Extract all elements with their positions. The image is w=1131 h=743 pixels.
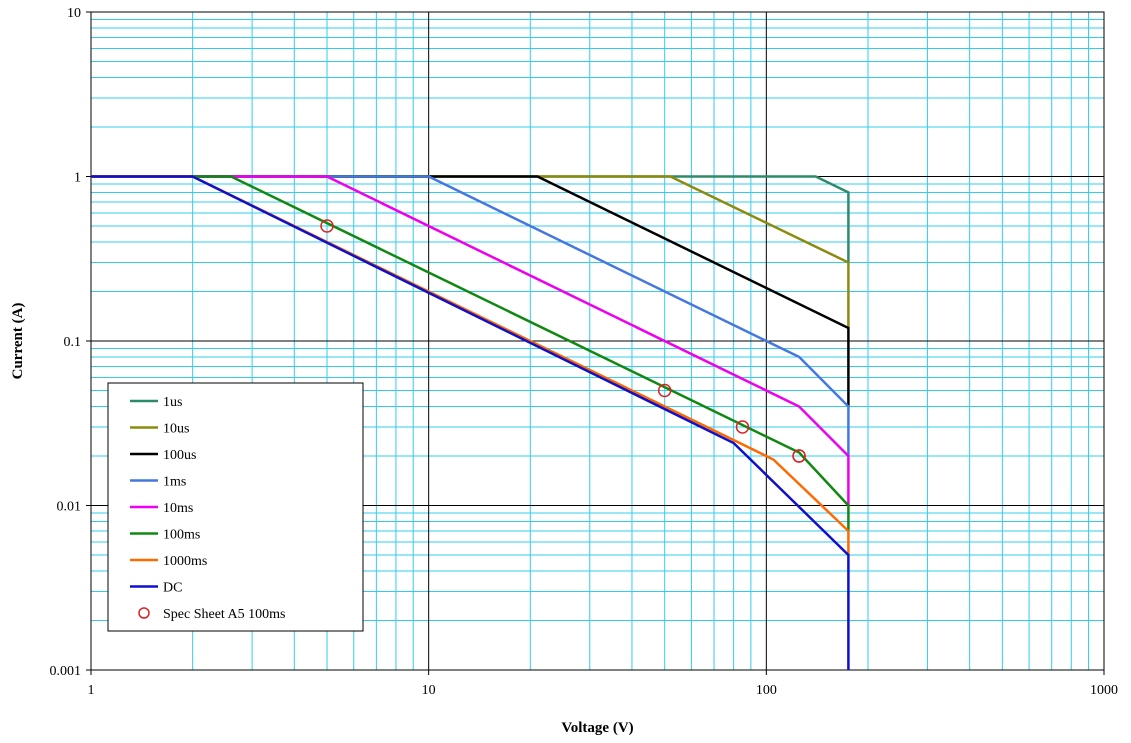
y-tick-label: 0.1 [64, 335, 82, 350]
legend: 1us 10us 100us 1ms 10ms 100ms 1000ms DC Spec She… [107, 382, 364, 632]
legend-entry: DC [130, 581, 182, 596]
legend-label: 1us [163, 395, 182, 410]
x-axis-ticks: 1 10 100 1000 [88, 670, 1118, 698]
legend-entry: 10ms [130, 501, 193, 516]
legend-label: 100us [163, 448, 196, 463]
y-tick-label: 1 [74, 171, 81, 186]
x-axis-title: Voltage (V) [561, 720, 633, 736]
data-point-marker [320, 219, 334, 233]
legend-label: 1000ms [163, 554, 207, 569]
y-tick-label: 0.01 [57, 500, 82, 515]
legend-items: 1us 10us 100us 1ms 10ms 100ms 1000ms DC Spec She… [130, 395, 286, 622]
legend-entry: 1000ms [130, 554, 207, 569]
x-tick-label: 1 [88, 683, 95, 698]
legend-label: 100ms [163, 528, 200, 543]
y-axis-title: Current (A) [10, 303, 26, 380]
legend-entry: 100ms [130, 528, 200, 543]
legend-swatch-marker [138, 607, 150, 619]
legend-entry: 1us [130, 395, 182, 410]
x-tick-label: 100 [756, 683, 777, 698]
y-axis-ticks: 0.001 0.01 0.1 1 10 [50, 6, 91, 679]
y-tick-label: 10 [67, 6, 81, 21]
legend-label: 10us [163, 422, 189, 437]
legend-label: DC [163, 581, 182, 596]
x-tick-label: 10 [422, 683, 436, 698]
legend-entry: 1ms [130, 475, 186, 490]
data-point-marker [792, 449, 806, 463]
legend-label: 1ms [163, 475, 186, 490]
series-line-DC [91, 175, 850, 670]
x-tick-label: 1000 [1090, 683, 1118, 698]
series-layer [91, 175, 850, 670]
data-point-marker [657, 383, 672, 398]
data-point-marker [735, 420, 750, 434]
legend-entry: Spec Sheet A5 100ms [138, 607, 286, 622]
legend-label: Spec Sheet A5 100ms [163, 607, 286, 622]
series-line-1ms [91, 175, 850, 456]
legend-label: 10ms [163, 501, 193, 516]
legend-entry: 10us [130, 422, 189, 437]
y-tick-label: 0.001 [50, 664, 82, 679]
series-spec-sheet-markers [320, 219, 806, 463]
legend-entry: 100us [130, 448, 196, 463]
series-line-10ms [91, 175, 850, 506]
